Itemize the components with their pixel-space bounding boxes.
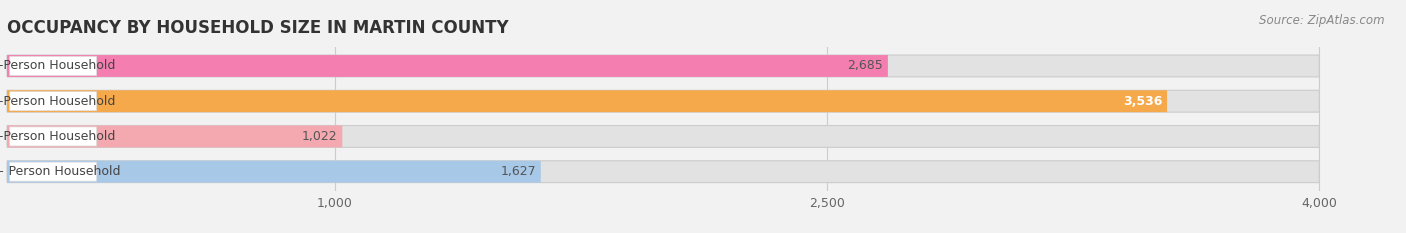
- Text: 2-Person Household: 2-Person Household: [0, 95, 115, 108]
- FancyBboxPatch shape: [7, 126, 342, 147]
- Text: 3-Person Household: 3-Person Household: [0, 130, 115, 143]
- Text: 1,627: 1,627: [501, 165, 536, 178]
- Text: 3,536: 3,536: [1123, 95, 1163, 108]
- FancyBboxPatch shape: [7, 161, 1319, 183]
- FancyBboxPatch shape: [7, 126, 1319, 147]
- Text: 1,022: 1,022: [302, 130, 337, 143]
- FancyBboxPatch shape: [10, 92, 97, 111]
- FancyBboxPatch shape: [7, 55, 1319, 77]
- Text: 1-Person Household: 1-Person Household: [0, 59, 115, 72]
- Text: Source: ZipAtlas.com: Source: ZipAtlas.com: [1260, 14, 1385, 27]
- FancyBboxPatch shape: [7, 161, 541, 183]
- Text: OCCUPANCY BY HOUSEHOLD SIZE IN MARTIN COUNTY: OCCUPANCY BY HOUSEHOLD SIZE IN MARTIN CO…: [7, 19, 509, 37]
- FancyBboxPatch shape: [7, 90, 1167, 112]
- FancyBboxPatch shape: [10, 56, 97, 75]
- FancyBboxPatch shape: [7, 90, 1319, 112]
- FancyBboxPatch shape: [10, 162, 97, 181]
- FancyBboxPatch shape: [10, 127, 97, 146]
- Text: 2,685: 2,685: [848, 59, 883, 72]
- FancyBboxPatch shape: [7, 55, 889, 77]
- Text: 4+ Person Household: 4+ Person Household: [0, 165, 121, 178]
